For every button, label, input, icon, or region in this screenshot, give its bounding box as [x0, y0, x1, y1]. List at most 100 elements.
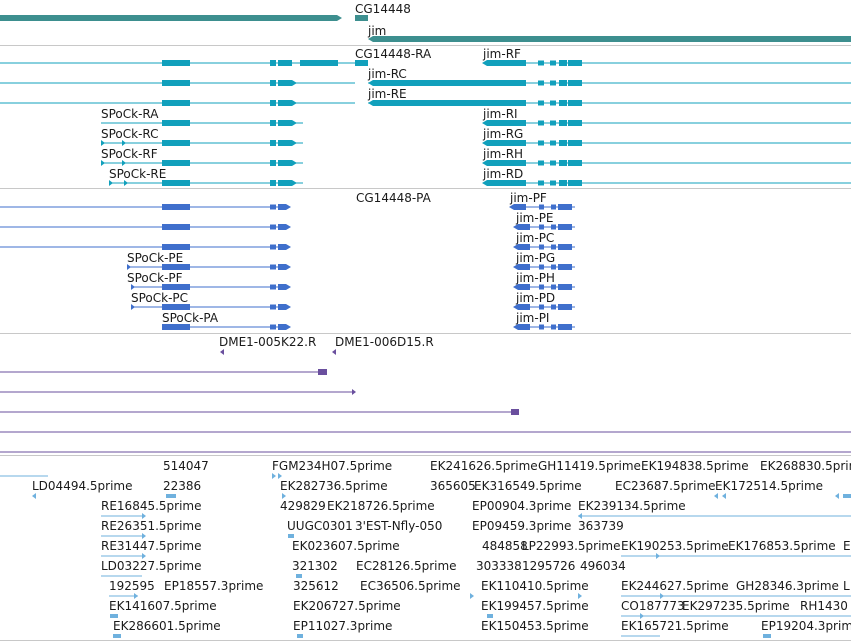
est-feature[interactable] [272, 473, 276, 479]
protein-label[interactable]: SPoCk-PE [127, 251, 184, 265]
est-feature[interactable] [763, 634, 771, 638]
transcript-exon[interactable] [568, 160, 582, 166]
transcript-exon[interactable] [270, 180, 276, 186]
protein-exon[interactable] [509, 204, 514, 210]
protein-exon[interactable] [518, 264, 530, 270]
protein-exon[interactable] [558, 304, 566, 310]
protein-exon[interactable] [558, 244, 566, 250]
clone-label[interactable]: DME1-005K22.R [219, 335, 317, 349]
protein-exon[interactable] [162, 204, 190, 210]
est-feature[interactable] [714, 493, 718, 499]
est-feature[interactable] [288, 534, 294, 538]
transcript-exon[interactable] [568, 180, 582, 186]
est-feature[interactable] [32, 493, 36, 499]
protein-label[interactable]: SPoCk-PF [127, 271, 183, 285]
est-feature[interactable] [142, 513, 146, 519]
gene-label[interactable]: jim [368, 24, 387, 38]
est-feature[interactable] [722, 493, 726, 499]
transcript-exon[interactable] [292, 140, 297, 146]
protein-exon[interactable] [278, 304, 286, 310]
est-label[interactable]: 496034 [580, 559, 626, 573]
est-label[interactable]: EC28126.5prime [356, 559, 457, 573]
transcript-exon[interactable] [292, 80, 297, 86]
transcript-exon[interactable] [538, 100, 544, 106]
protein-exon[interactable] [513, 304, 518, 310]
protein-exon[interactable] [131, 284, 135, 290]
est-label[interactable]: EP09459.3prime [472, 519, 572, 533]
gene-feature[interactable] [368, 36, 373, 42]
est-feature[interactable] [134, 593, 138, 599]
transcript-exon[interactable] [278, 180, 292, 186]
protein-exon[interactable] [513, 224, 518, 230]
protein-exon[interactable] [514, 204, 526, 210]
est-label[interactable]: 22386 [163, 479, 202, 493]
protein-exon[interactable] [558, 324, 566, 330]
protein-exon[interactable] [566, 224, 572, 230]
est-label[interactable]: 484858 [482, 539, 528, 553]
protein-exon[interactable] [286, 284, 291, 290]
protein-label[interactable]: jim-PC [516, 231, 555, 245]
transcript-exon[interactable] [550, 100, 556, 106]
transcript-exon[interactable] [162, 80, 190, 86]
est-feature[interactable] [640, 613, 644, 619]
protein-exon[interactable] [566, 244, 572, 250]
transcript-exon[interactable] [487, 180, 526, 186]
est-label[interactable]: EK239134.5prime [578, 499, 686, 513]
transcript-exon[interactable] [368, 100, 373, 106]
est-label[interactable]: EK218726.5prime [327, 499, 435, 513]
est-feature[interactable] [142, 553, 146, 559]
est-label[interactable]: EK206727.5prime [293, 599, 401, 613]
est-label[interactable]: LD03227.5prime [101, 559, 202, 573]
transcript-exon[interactable] [550, 120, 556, 126]
transcript-exon[interactable] [278, 60, 292, 66]
est-label[interactable]: EP11027.3prime [293, 619, 393, 633]
transcript-exon[interactable] [550, 160, 556, 166]
est-label[interactable]: EK110410.5prime [481, 579, 589, 593]
est-feature[interactable] [487, 614, 493, 618]
protein-exon[interactable] [551, 324, 556, 330]
protein-exon[interactable] [270, 304, 276, 310]
transcript-exon[interactable] [162, 120, 190, 126]
transcript-exon[interactable] [278, 160, 292, 166]
protein-exon[interactable] [286, 264, 291, 270]
est-label[interactable]: EP18557.3prime [164, 579, 264, 593]
est-label[interactable]: EK190253.5prime [621, 539, 729, 553]
est-label[interactable]: EC23687.5prime [615, 479, 716, 493]
est-label[interactable]: EC36506.5prime [360, 579, 461, 593]
protein-exon[interactable] [566, 304, 572, 310]
protein-exon[interactable] [558, 204, 566, 210]
est-label[interactable]: LP22993.5prime [522, 539, 621, 553]
protein-exon[interactable] [551, 224, 556, 230]
transcript-exon[interactable] [550, 80, 556, 86]
transcript-exon[interactable] [568, 100, 582, 106]
transcript-exon[interactable] [278, 120, 292, 126]
protein-exon[interactable] [551, 284, 556, 290]
transcript-exon[interactable] [162, 100, 190, 106]
transcript-label[interactable]: jim-RC [368, 67, 407, 81]
transcript-label[interactable]: jim-RG [483, 127, 524, 141]
clone-feature[interactable] [220, 349, 224, 355]
est-label[interactable]: 514047 [163, 459, 209, 473]
transcript-exon[interactable] [487, 140, 526, 146]
transcript-exon[interactable] [270, 140, 276, 146]
transcript-exon[interactable] [368, 80, 373, 86]
est-label[interactable]: EK194838.5prime [641, 459, 749, 473]
protein-exon[interactable] [539, 324, 544, 330]
transcript-exon[interactable] [559, 180, 567, 186]
protein-exon[interactable] [286, 324, 291, 330]
protein-exon[interactable] [162, 264, 190, 270]
transcript-exon[interactable] [101, 140, 105, 146]
transcript-exon[interactable] [101, 160, 105, 166]
protein-exon[interactable] [270, 204, 276, 210]
transcript-exon[interactable] [270, 100, 276, 106]
transcript-label[interactable]: SPoCk-RF [101, 147, 158, 161]
est-label[interactable]: RE31447.5prime [101, 539, 202, 553]
est-feature[interactable] [656, 553, 660, 559]
est-feature[interactable] [110, 614, 118, 618]
transcript-exon[interactable] [373, 80, 526, 86]
clone-feature[interactable] [511, 409, 519, 415]
protein-exon[interactable] [278, 324, 286, 330]
est-label[interactable]: 303338 [476, 559, 522, 573]
clone-feature[interactable] [318, 369, 327, 375]
protein-exon[interactable] [270, 224, 276, 230]
